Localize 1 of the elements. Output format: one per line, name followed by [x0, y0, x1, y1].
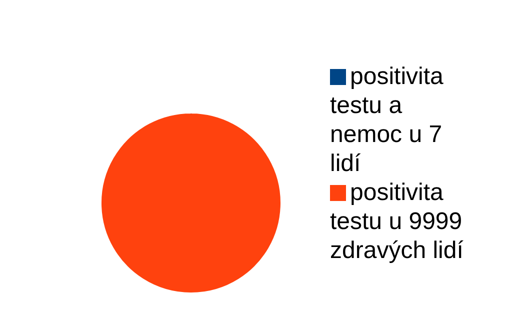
legend-label: positivita testu u 9999 zdravých lidí [330, 178, 464, 264]
